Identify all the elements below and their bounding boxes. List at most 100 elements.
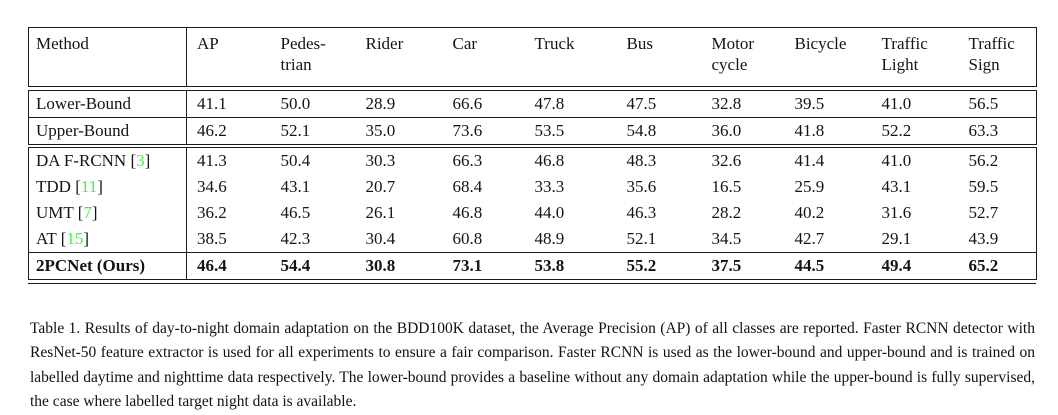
value-cell: 44.5 <box>784 252 872 280</box>
value-cell: 46.8 <box>534 151 565 170</box>
citation-bracket: [ <box>126 151 137 170</box>
value-cell: 30.4 <box>365 229 396 248</box>
table-caption: Table 1. Results of day-to-night domain … <box>30 319 1035 411</box>
value-cell: 46.8 <box>452 203 483 222</box>
value-cell: 55.2 <box>616 252 702 280</box>
value-cell: 36.2 <box>186 200 271 226</box>
method-cell: Lower-Bound <box>28 90 187 118</box>
row-at: AT [15] 38.5 42.3 30.4 60.8 48.9 52.1 34… <box>29 226 1037 253</box>
citation-number: 11 <box>80 177 98 196</box>
value-cell: 30.8 <box>355 252 443 280</box>
value-cell: 38.5 <box>186 226 271 253</box>
row-upper-bound: Upper-Bound 46.2 52.1 35.0 73.6 53.5 54.… <box>29 117 1037 144</box>
col-header-truck: Truck <box>534 34 575 53</box>
col-header-car: Car <box>452 34 478 53</box>
results-table-methods: DA F-RCNN [3] 41.3 50.4 30.3 66.3 46.8 4… <box>28 147 1037 280</box>
value-cell: 41.3 <box>186 147 271 174</box>
value-cell: 41.8 <box>794 120 825 140</box>
value-cell: 50.4 <box>280 151 311 170</box>
value-cell: 66.6 <box>442 90 525 118</box>
value-cell: 65.2 <box>958 252 1037 280</box>
method-cell: UMT [7] <box>36 203 98 222</box>
header-row: Method AP Pedes- trian Rider Car Truck B… <box>29 27 1037 87</box>
value-cell: 34.6 <box>186 174 271 200</box>
method-cell: AT [15] <box>36 229 90 248</box>
value-cell: 33.3 <box>534 177 565 196</box>
value-cell: 59.5 <box>968 177 999 196</box>
citation-bracket: ] <box>97 177 103 196</box>
value-cell: 56.2 <box>968 151 999 170</box>
value-cell: 49.4 <box>871 252 959 280</box>
value-cell: 29.1 <box>881 229 912 248</box>
col-header-method: Method <box>36 34 89 53</box>
results-table: Method AP Pedes- trian Rider Car Truck B… <box>28 27 1037 284</box>
citation-bracket: [ <box>56 229 67 248</box>
value-cell: 28.9 <box>355 90 443 118</box>
value-cell: 48.3 <box>626 151 657 170</box>
value-cell: 30.3 <box>365 151 396 170</box>
value-cell: 52.1 <box>280 120 311 140</box>
value-cell: 46.4 <box>186 252 271 280</box>
value-cell: 41.0 <box>871 90 959 118</box>
value-cell: 46.3 <box>626 203 657 222</box>
row-umt: UMT [7] 36.2 46.5 26.1 46.8 44.0 46.3 28… <box>29 200 1037 226</box>
value-cell: 26.1 <box>365 203 396 222</box>
value-cell: 42.3 <box>280 229 311 248</box>
method-cell: 2PCNet (Ours) <box>28 252 187 280</box>
value-cell: 40.2 <box>794 203 825 222</box>
value-cell: 36.0 <box>711 120 742 140</box>
value-cell: 47.8 <box>524 90 617 118</box>
value-cell: 41.0 <box>881 151 912 170</box>
citation-bracket: [ <box>73 203 84 222</box>
row-2pcnet-ours: 2PCNet (Ours) 46.4 54.4 30.8 73.1 53.8 5… <box>28 252 1037 280</box>
citation-number: 3 <box>136 151 145 170</box>
value-cell: 47.5 <box>616 90 702 118</box>
value-cell: 32.6 <box>711 151 742 170</box>
citation-bracket: [ <box>70 177 81 196</box>
value-cell: 39.5 <box>784 90 872 118</box>
value-cell: 73.6 <box>452 120 483 140</box>
value-cell: 54.4 <box>270 252 356 280</box>
value-cell: 52.1 <box>626 229 657 248</box>
value-cell: 46.2 <box>186 117 271 144</box>
value-cell: 52.7 <box>968 203 999 222</box>
col-header-rider: Rider <box>365 34 404 53</box>
value-cell: 52.2 <box>881 120 912 140</box>
value-cell: 37.5 <box>701 252 785 280</box>
results-table-bounds: Lower-Bound 41.1 50.0 28.9 66.6 47.8 47.… <box>28 89 1037 145</box>
value-cell: 32.8 <box>701 90 785 118</box>
method-cell: Upper-Bound <box>36 120 130 140</box>
col-header-bicycle: Bicycle <box>794 34 847 53</box>
col-header-bus: Bus <box>626 34 653 53</box>
citation-number: 15 <box>66 229 84 248</box>
value-cell: 53.8 <box>524 252 617 280</box>
value-cell: 35.6 <box>626 177 657 196</box>
value-cell: 31.6 <box>881 203 912 222</box>
value-cell: 66.3 <box>452 151 483 170</box>
col-header-motorcycle: Motor cycle <box>711 34 755 74</box>
results-table-header: Method AP Pedes- trian Rider Car Truck B… <box>28 27 1037 87</box>
value-cell: 41.4 <box>794 151 825 170</box>
value-cell: 34.5 <box>711 229 742 248</box>
value-cell: 42.7 <box>794 229 825 248</box>
value-cell: 48.9 <box>534 229 565 248</box>
value-cell: 68.4 <box>452 177 483 196</box>
value-cell: 16.5 <box>711 177 742 196</box>
value-cell: 43.9 <box>968 229 999 248</box>
method-cell: DA F-RCNN [3] <box>36 151 151 170</box>
row-lower-bound: Lower-Bound 41.1 50.0 28.9 66.6 47.8 47.… <box>28 90 1037 118</box>
value-cell: 44.0 <box>534 203 565 222</box>
value-cell: 63.3 <box>968 120 999 140</box>
row-da-frcnn: DA F-RCNN [3] 41.3 50.4 30.3 66.3 46.8 4… <box>29 147 1037 174</box>
value-cell: 60.8 <box>452 229 483 248</box>
value-cell: 20.7 <box>365 177 396 196</box>
value-cell: 25.9 <box>794 177 825 196</box>
citation-bracket: ] <box>144 151 151 170</box>
value-cell: 73.1 <box>442 252 525 280</box>
value-cell: 56.5 <box>958 90 1037 118</box>
row-tdd: TDD [11] 34.6 43.1 20.7 68.4 33.3 35.6 1… <box>29 174 1037 200</box>
value-cell: 50.0 <box>270 90 356 118</box>
citation-number: 7 <box>83 203 92 222</box>
citation-bracket: ] <box>91 203 98 222</box>
value-cell: 43.1 <box>881 177 912 196</box>
